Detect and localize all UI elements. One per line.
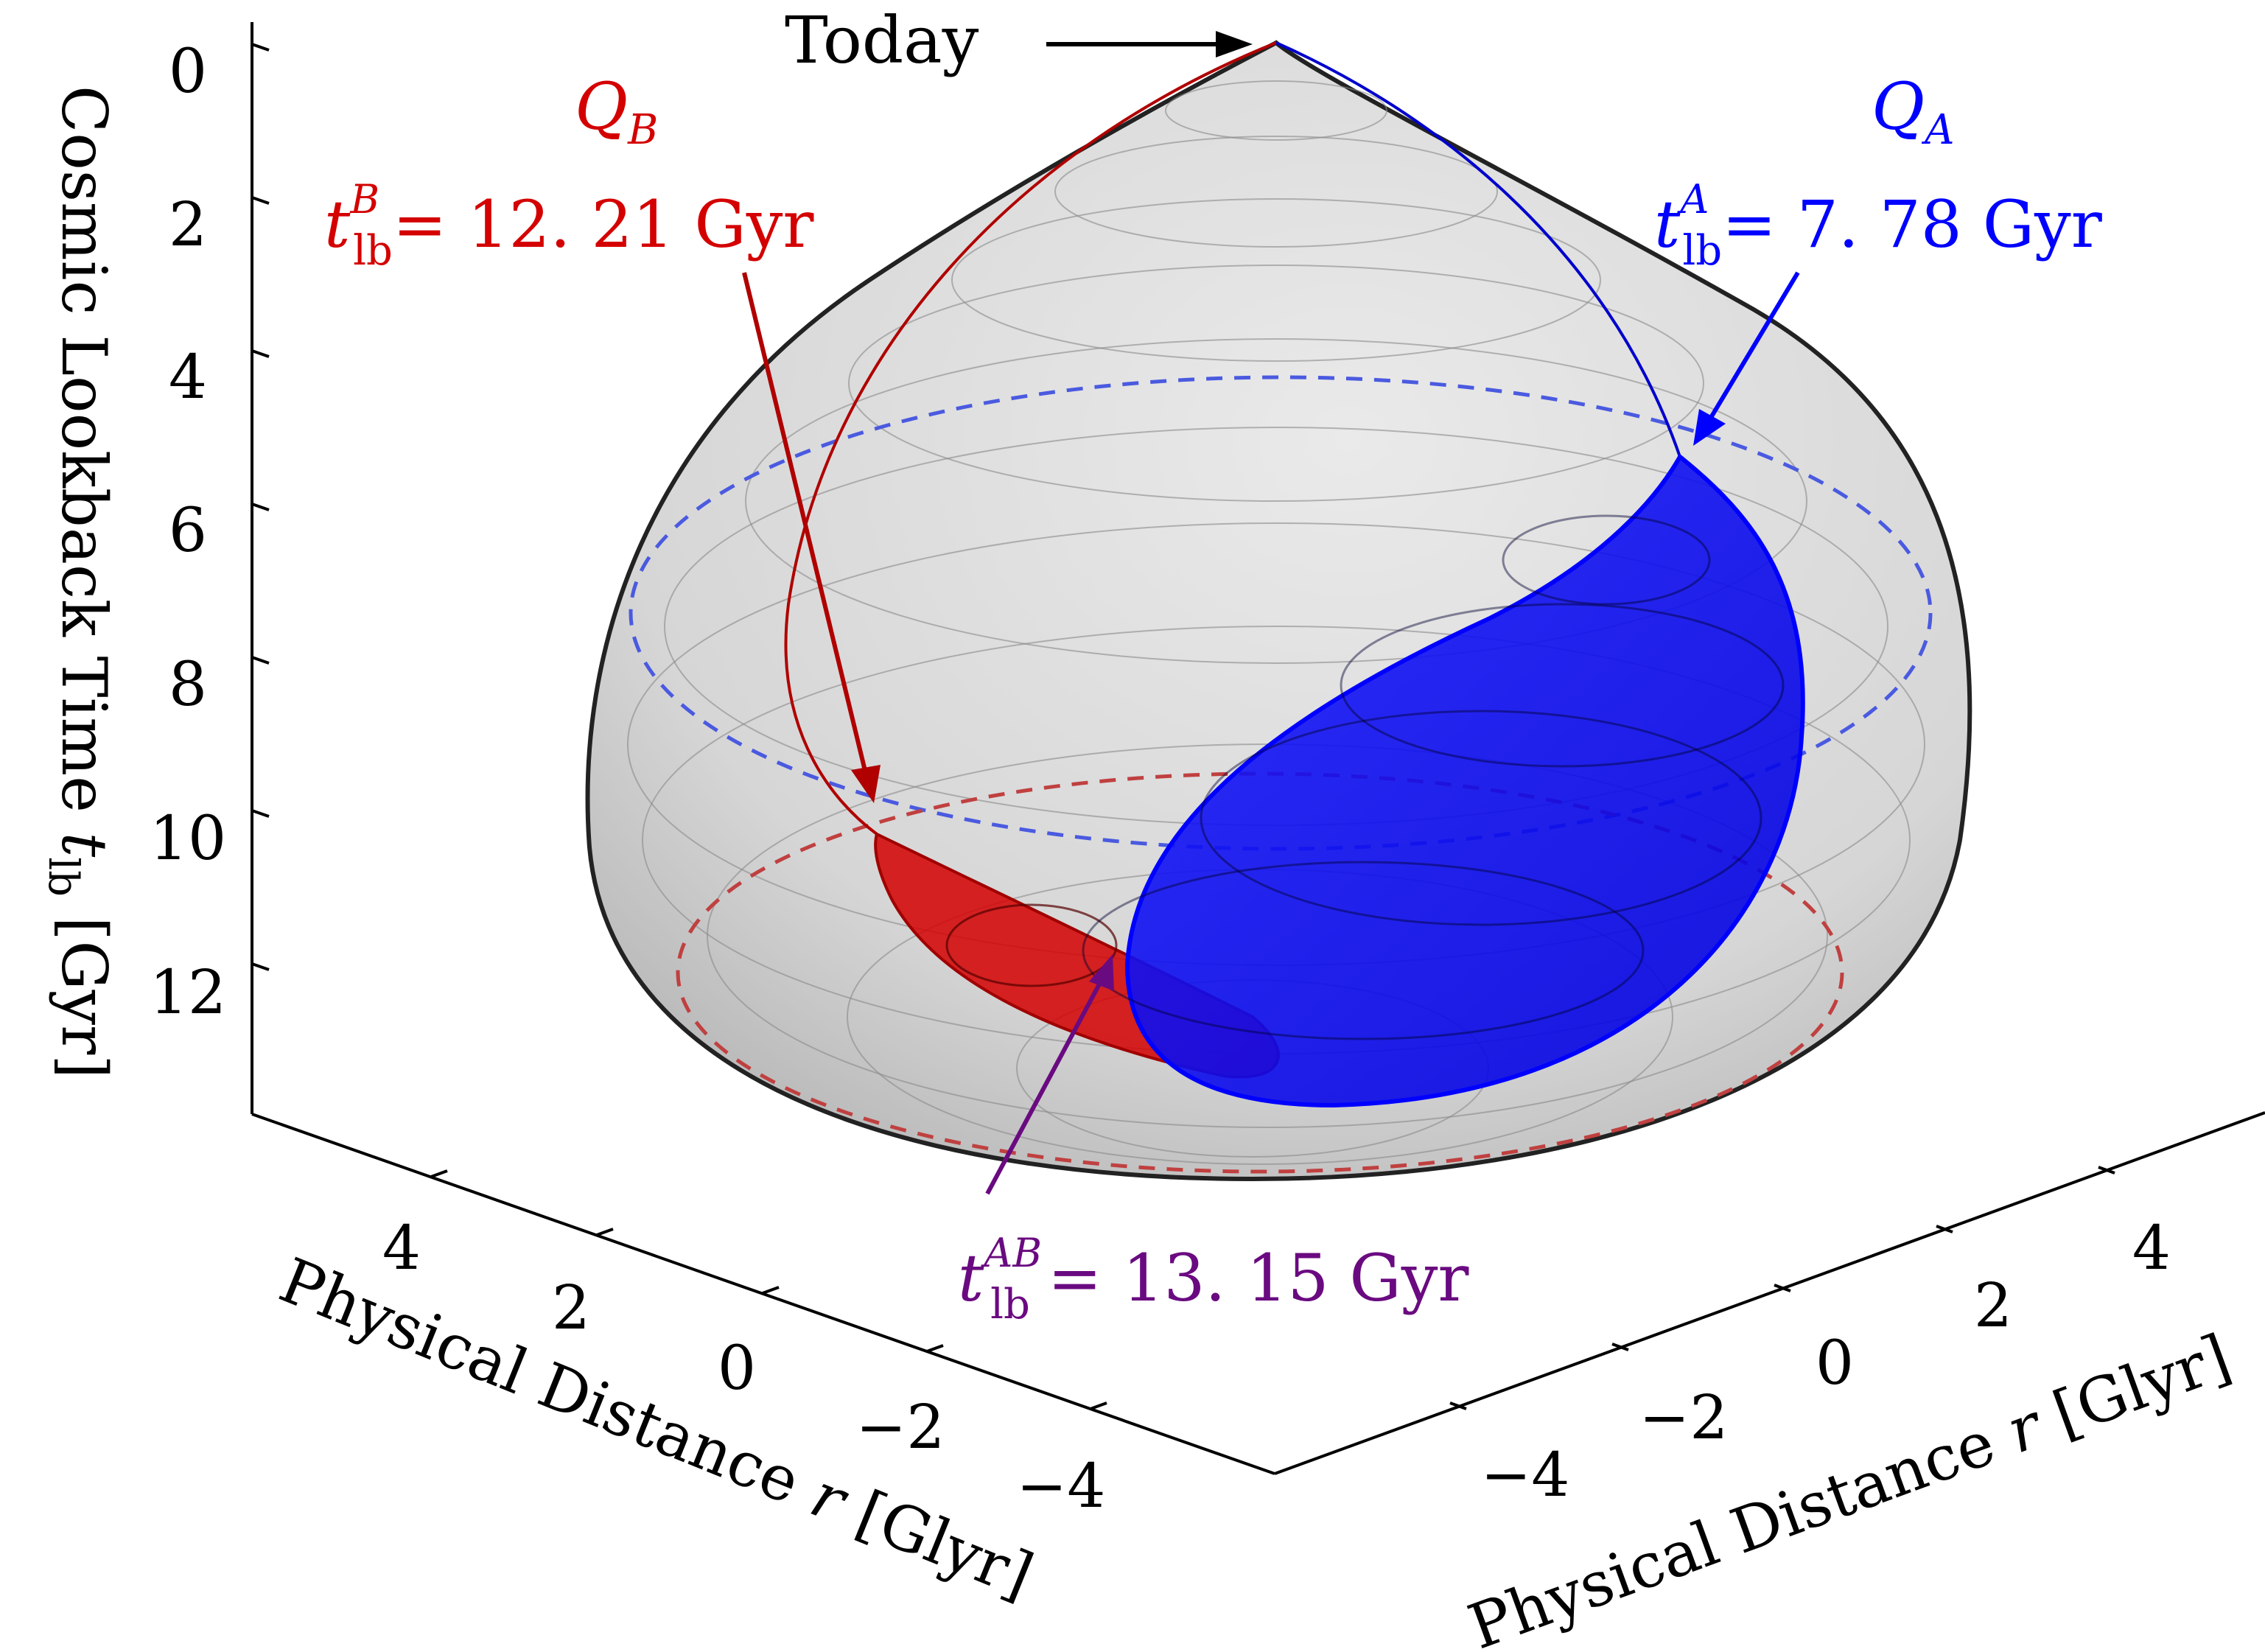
z-tick-label: 8	[169, 650, 207, 720]
y-tick	[2098, 1166, 2115, 1175]
qa-arrowhead	[1693, 409, 1726, 446]
z-tick	[251, 656, 270, 665]
x-tick-label: 0	[718, 1334, 756, 1404]
z-tick-label: 4	[169, 343, 207, 413]
y-tick-labels: −4 −2 0 2 4	[1481, 1214, 2171, 1511]
qb-arrow	[742, 272, 868, 774]
z-tick	[251, 349, 270, 358]
cone-ring	[745, 338, 1807, 664]
qa-worldline	[1275, 41, 1681, 458]
qab-arrow	[985, 979, 1104, 1195]
z-tick	[251, 196, 270, 205]
qa-ring	[1200, 710, 1762, 926]
z-tick	[251, 43, 270, 52]
y-tick-label: 4	[2132, 1214, 2171, 1284]
z-tick-labels: 0 2 4 6 8 10 12	[150, 37, 226, 1028]
x-tick-label: −2	[856, 1393, 945, 1463]
x-tick	[1090, 1401, 1107, 1410]
y-tick	[1774, 1284, 1791, 1292]
qa-cone-surface	[1124, 453, 1805, 1108]
z-tick	[251, 503, 270, 511]
qa-label: QA	[1872, 69, 1955, 154]
x-tick	[596, 1228, 614, 1236]
qb-arrowhead	[851, 765, 881, 803]
x-tick-label: 4	[382, 1214, 421, 1284]
x-tick-label: 2	[552, 1273, 590, 1343]
qb-inner-ring	[945, 903, 1118, 987]
z-tick-label: 0	[169, 37, 207, 107]
z-tick-label: 12	[150, 958, 226, 1028]
qb-label: QB	[575, 69, 658, 154]
y-axis-line	[1274, 1111, 2265, 1475]
qa-inner-rings	[1082, 514, 1785, 1040]
qab-lookback-label: tAB lb = 13. 15 Gyr	[958, 1230, 1469, 1329]
y-tick	[1611, 1343, 1629, 1351]
z-tick	[251, 809, 270, 818]
qab-arrowhead	[1089, 954, 1114, 991]
y-tick-label: −2	[1639, 1383, 1729, 1453]
y-tick-label: −4	[1481, 1441, 1570, 1511]
x-tick	[430, 1169, 448, 1178]
z-axis-title: Cosmic Lookback Time tlb [Gyr]	[39, 85, 120, 1079]
qa-lookback-label: tA lb= 7. 78 Gyr	[1654, 176, 2103, 275]
cone-ring	[1054, 136, 1498, 248]
y-tick-label: 0	[1816, 1329, 1854, 1399]
y-tick	[1936, 1225, 1953, 1233]
today-label: Today	[785, 2, 979, 78]
cone-ring	[951, 198, 1601, 362]
qb-lookback-label: tB lb= 12. 21 Gyr	[324, 176, 814, 275]
x-tick-labels: 4 2 0 −2 −4	[382, 1214, 1106, 1522]
z-tick-label: 6	[169, 496, 207, 566]
qa-ring	[1502, 514, 1711, 606]
z-tick-label: 2	[169, 190, 207, 260]
y-tick	[1449, 1401, 1467, 1410]
z-tick	[251, 962, 270, 971]
qa-light-cone	[1082, 41, 1805, 1108]
qb-worldline	[784, 41, 1277, 836]
z-tick-label: 10	[150, 804, 226, 874]
cone-ring	[1165, 80, 1387, 141]
y-tick-label: 2	[1974, 1271, 2012, 1341]
tick-marks	[251, 43, 2115, 1410]
x-tick-label: −4	[1017, 1452, 1106, 1522]
qa-ring	[1082, 861, 1645, 1040]
qa-arrow	[1707, 271, 1800, 421]
cone-ring	[848, 265, 1704, 502]
x-tick	[926, 1344, 944, 1353]
annotation-arrows	[742, 31, 1800, 1195]
x-tick	[762, 1286, 780, 1295]
qb-dashed-ring	[676, 771, 1844, 1174]
today-arrowhead	[1216, 31, 1253, 57]
qa-ring	[1340, 603, 1785, 768]
